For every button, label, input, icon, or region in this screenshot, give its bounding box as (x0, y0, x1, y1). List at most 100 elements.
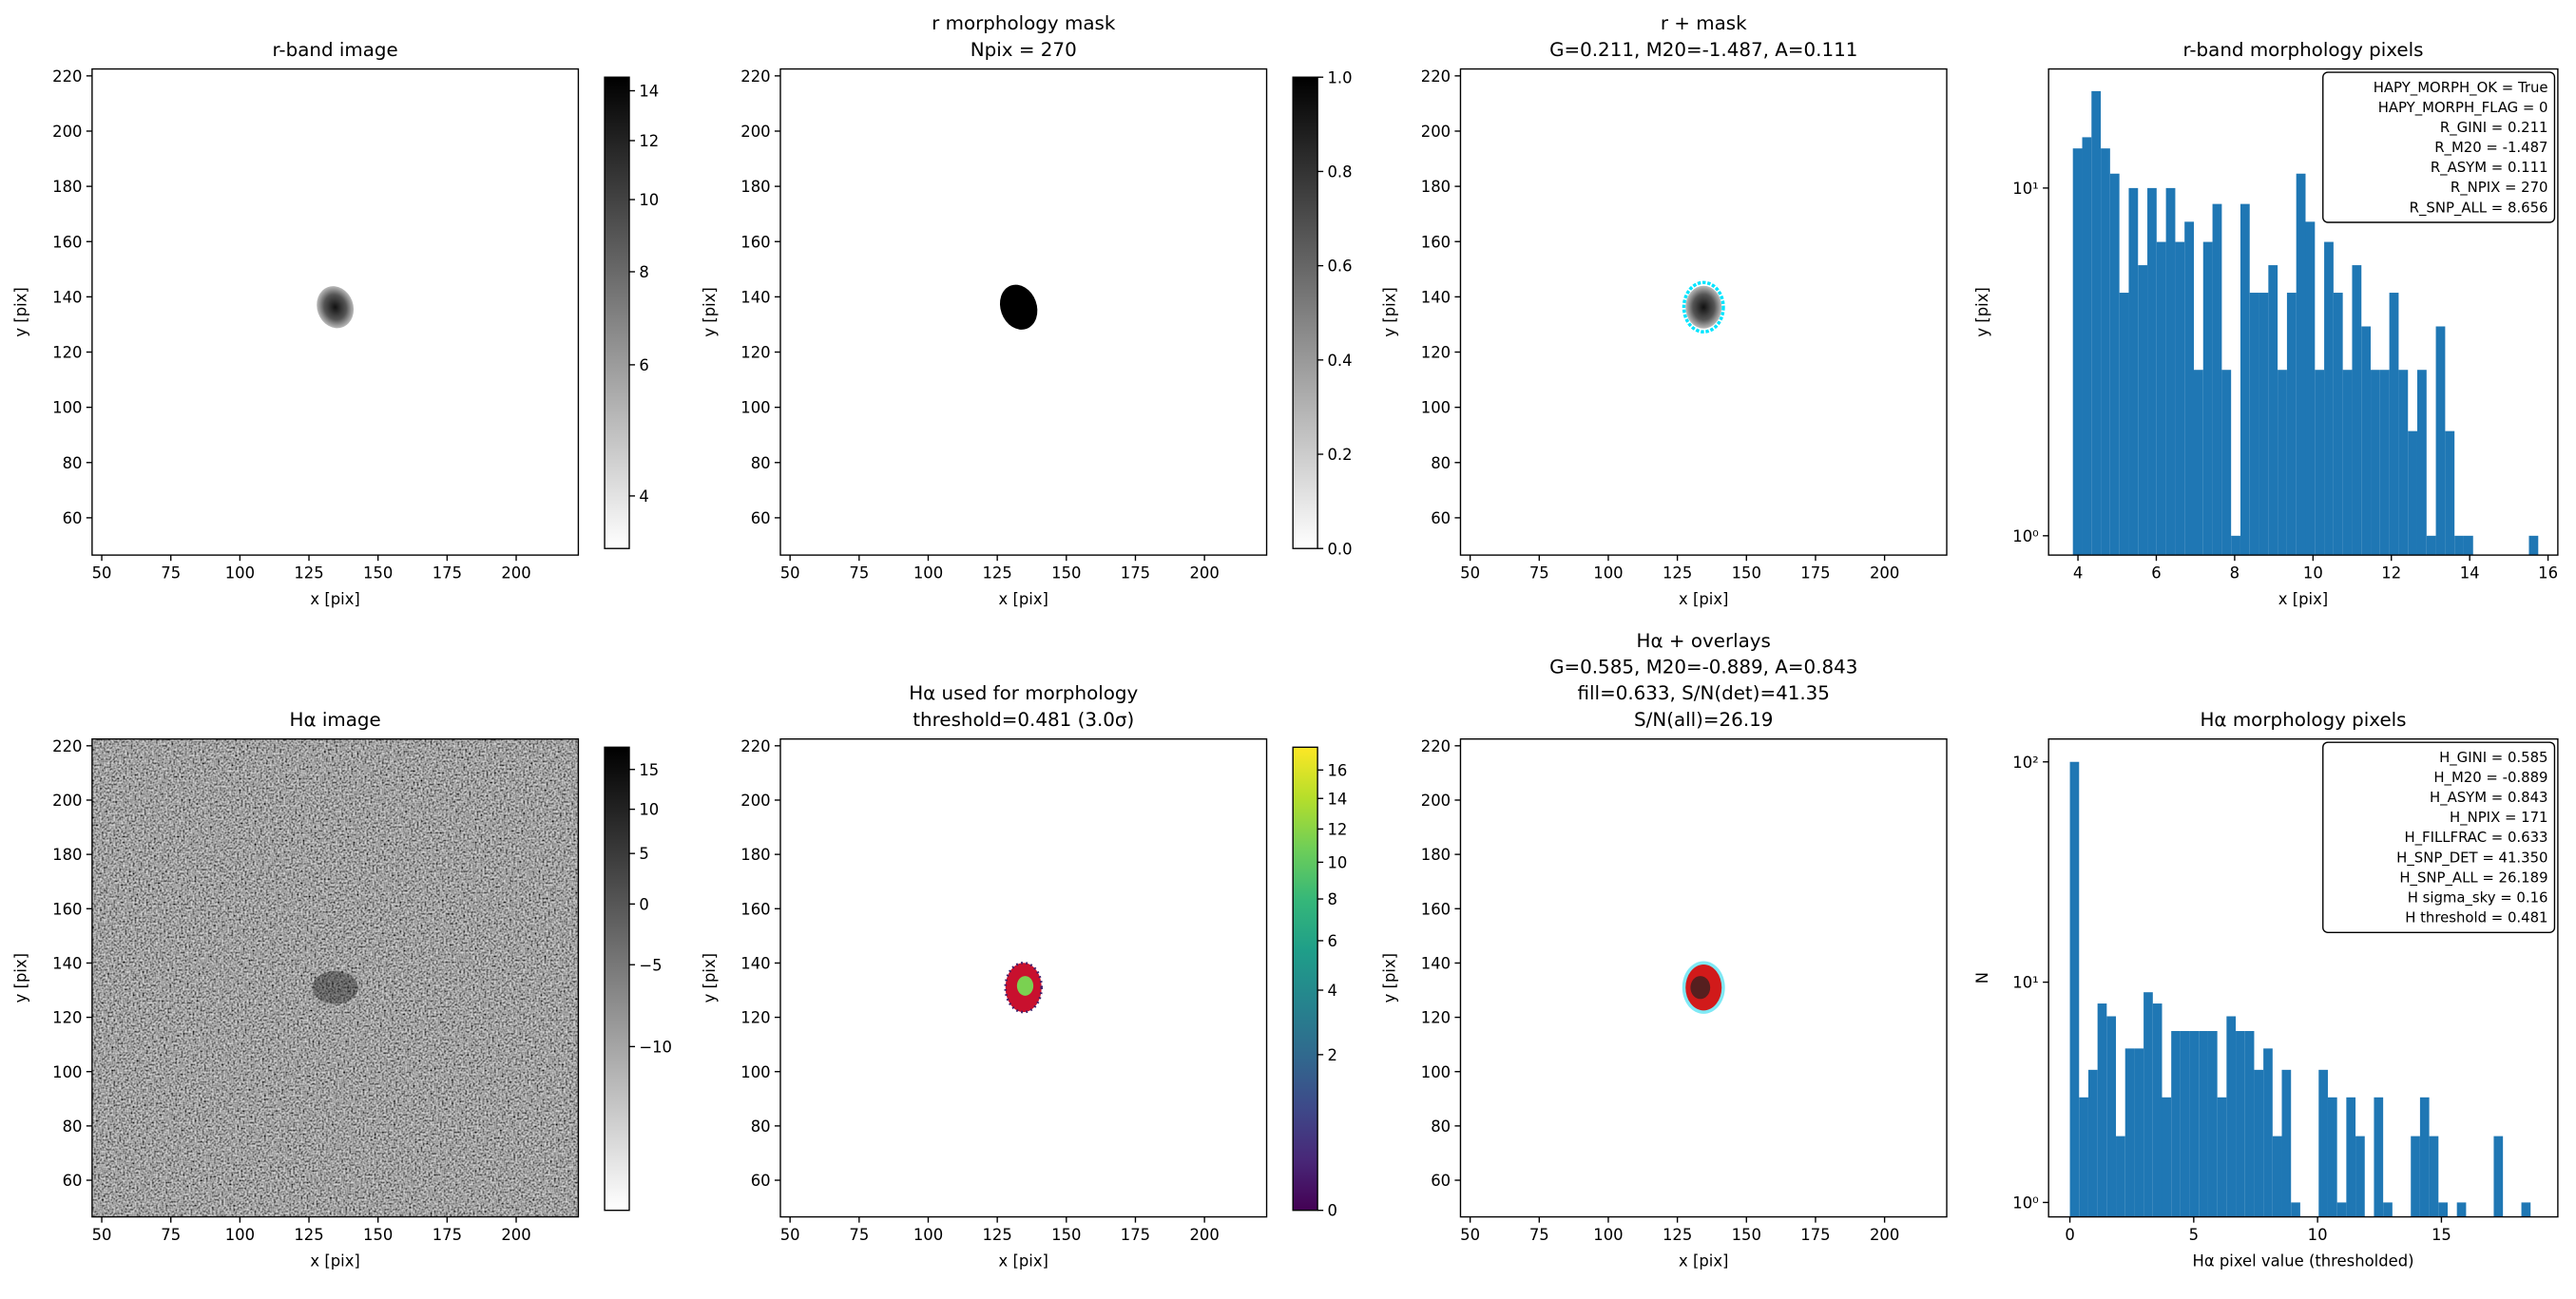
y-tick-label: 80 (63, 454, 83, 472)
x-tick-label: 125 (1663, 564, 1692, 582)
y-tick-label: 220 (52, 737, 82, 755)
histogram-bar (2268, 265, 2278, 556)
y-tick-label: 100 (1421, 399, 1451, 417)
histogram-bar (2254, 1069, 2264, 1217)
colorbar-tick-label: −5 (639, 956, 662, 974)
histogram-bar (2109, 173, 2120, 556)
x-tick-label: 200 (501, 1226, 530, 1244)
panel-title: Npix = 270 (971, 39, 1077, 61)
x-tick-label: 100 (225, 564, 255, 582)
histogram-bar (2134, 1048, 2144, 1217)
axes-frame (91, 737, 580, 1218)
y-tick-label: 220 (740, 67, 770, 86)
panel-title: Hα + overlays (1637, 630, 1771, 652)
histogram-bar (2184, 221, 2195, 556)
y-tick-label: 120 (52, 1009, 82, 1027)
panel-title: G=0.211, M20=-1.487, A=0.111 (1549, 39, 1857, 61)
y-axis-label: y [pix] (701, 953, 719, 1003)
histogram-bar (2162, 1097, 2172, 1217)
source-edge (1004, 961, 1044, 1014)
y-tick-label: 180 (52, 846, 82, 864)
x-tick-label: 200 (1870, 564, 1899, 582)
y-tick-label: 140 (52, 288, 82, 306)
x-tick-label: 50 (1460, 564, 1480, 582)
y-tick-label: 60 (1431, 509, 1451, 527)
y-tick-label: 140 (52, 954, 82, 972)
x-tick-label: 16 (2538, 564, 2558, 582)
x-tick-label: 75 (161, 1226, 181, 1244)
x-tick-label: 175 (1121, 564, 1150, 582)
stats-line: H_SNP_ALL = 26.189 (2399, 869, 2547, 886)
x-tick-label: 175 (1121, 1226, 1150, 1244)
y-tick-label: 100 (740, 1063, 770, 1081)
y-tick-label: 160 (740, 233, 770, 251)
histogram-bar (2097, 1003, 2107, 1217)
y-tick-label: 220 (1421, 737, 1451, 755)
stats-box (2322, 71, 2556, 223)
x-tick-label: 6 (2151, 564, 2161, 582)
colorbar-tick-label: 0 (1327, 1202, 1336, 1220)
panel-title: r morphology mask (932, 12, 1116, 34)
histogram-bar (2291, 1202, 2300, 1217)
histogram-bar (2212, 203, 2222, 556)
panel-title: fill=0.633, S/N(det)=41.35 (1578, 682, 1830, 704)
colorbar-tick-label: 6 (1327, 932, 1336, 950)
axes-frame (1459, 67, 1948, 556)
axes-frame (1459, 737, 1948, 1218)
histogram-bar (2324, 241, 2334, 556)
stats-line: R_NPIX = 270 (2451, 179, 2548, 196)
x-tick-label: 150 (1051, 1226, 1081, 1244)
x-tick-label: 4 (2073, 564, 2083, 582)
y-tick-label: 180 (740, 178, 770, 196)
y-tick-label: 10² (2012, 754, 2038, 772)
x-tick-label: 14 (2460, 564, 2480, 582)
y-tick-label: 80 (63, 1118, 83, 1136)
y-tick-label: 200 (740, 123, 770, 141)
y-tick-label: 160 (52, 900, 82, 918)
y-axis-label: y [pix] (1380, 953, 1398, 1003)
axes-frame (2047, 737, 2559, 1218)
colorbar-tick-label: 14 (1327, 790, 1347, 808)
histogram-bar (2272, 1136, 2282, 1217)
x-axis-label: Hα pixel value (thresholded) (2193, 1251, 2414, 1270)
y-tick-label: 200 (52, 123, 82, 141)
x-tick-label: 200 (1870, 1226, 1899, 1244)
y-tick-label: 80 (1431, 1118, 1451, 1136)
x-tick-label: 200 (1189, 564, 1219, 582)
colorbar (1292, 746, 1318, 1212)
y-tick-label: 140 (1421, 954, 1451, 972)
axes-frame (2047, 67, 2559, 556)
x-tick-label: 50 (780, 564, 800, 582)
x-tick-label: 100 (1593, 1226, 1623, 1244)
y-axis-label: N (1973, 972, 1991, 984)
y-tick-label: 180 (1421, 846, 1451, 864)
stats-line: R_SNP_ALL = 8.656 (2410, 199, 2548, 216)
colorbar (604, 76, 630, 549)
x-tick-label: 100 (913, 1226, 943, 1244)
x-tick-label: 125 (982, 564, 1011, 582)
stats-box (2322, 741, 2556, 933)
y-tick-label: 80 (751, 454, 771, 472)
colorbar-tick-label: 10 (639, 191, 659, 209)
colorbar-tick-label: 12 (1327, 820, 1347, 838)
panel-title: r-band image (273, 39, 398, 61)
x-tick-label: 125 (294, 564, 323, 582)
histogram-bar (2147, 187, 2157, 556)
colorbar-tick-label: 10 (1327, 853, 1347, 871)
colorbar-tick-label: 8 (639, 263, 648, 281)
y-tick-label: 140 (1421, 288, 1451, 306)
histogram-bar (2199, 1031, 2208, 1217)
x-tick-label: 10 (2308, 1226, 2328, 1244)
colorbar (1292, 76, 1318, 549)
histogram-bar (2106, 1016, 2117, 1217)
histogram-bar (2119, 293, 2129, 556)
y-tick-label: 200 (1421, 123, 1451, 141)
histogram-bar (2217, 1097, 2227, 1217)
x-tick-label: 200 (501, 564, 530, 582)
stats-line: H_GINI = 0.585 (2439, 749, 2547, 766)
histogram-bar (2101, 148, 2110, 556)
histogram-bar (2389, 293, 2399, 556)
x-tick-label: 75 (849, 1226, 869, 1244)
y-tick-label: 100 (1421, 1063, 1451, 1081)
y-tick-label: 10¹ (2012, 974, 2038, 992)
